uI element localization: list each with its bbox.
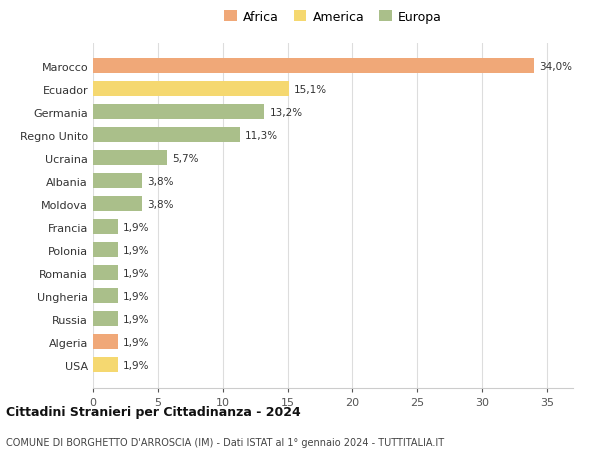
Text: 3,8%: 3,8% bbox=[148, 176, 174, 186]
Text: 13,2%: 13,2% bbox=[269, 107, 302, 118]
Bar bbox=[93, 289, 118, 303]
Bar bbox=[93, 243, 118, 257]
Text: 15,1%: 15,1% bbox=[294, 84, 327, 95]
Text: COMUNE DI BORGHETTO D'ARROSCIA (IM) - Dati ISTAT al 1° gennaio 2024 - TUTTITALIA: COMUNE DI BORGHETTO D'ARROSCIA (IM) - Da… bbox=[6, 437, 444, 447]
Text: 1,9%: 1,9% bbox=[123, 337, 149, 347]
Bar bbox=[93, 266, 118, 280]
Text: 3,8%: 3,8% bbox=[148, 199, 174, 209]
Legend: Africa, America, Europa: Africa, America, Europa bbox=[224, 11, 442, 23]
Text: 1,9%: 1,9% bbox=[123, 245, 149, 255]
Bar bbox=[93, 151, 167, 166]
Bar bbox=[93, 220, 118, 235]
Bar bbox=[93, 357, 118, 372]
Text: 34,0%: 34,0% bbox=[539, 62, 572, 72]
Bar bbox=[93, 128, 239, 143]
Text: 1,9%: 1,9% bbox=[123, 268, 149, 278]
Text: 1,9%: 1,9% bbox=[123, 314, 149, 324]
Text: Cittadini Stranieri per Cittadinanza - 2024: Cittadini Stranieri per Cittadinanza - 2… bbox=[6, 405, 301, 419]
Bar bbox=[93, 197, 142, 212]
Bar bbox=[93, 174, 142, 189]
Text: 1,9%: 1,9% bbox=[123, 360, 149, 370]
Text: 1,9%: 1,9% bbox=[123, 291, 149, 301]
Bar bbox=[93, 312, 118, 326]
Text: 5,7%: 5,7% bbox=[172, 153, 199, 163]
Bar bbox=[93, 334, 118, 349]
Text: 1,9%: 1,9% bbox=[123, 222, 149, 232]
Bar bbox=[93, 82, 289, 97]
Bar bbox=[93, 59, 534, 74]
Bar bbox=[93, 105, 264, 120]
Text: 11,3%: 11,3% bbox=[245, 130, 278, 140]
